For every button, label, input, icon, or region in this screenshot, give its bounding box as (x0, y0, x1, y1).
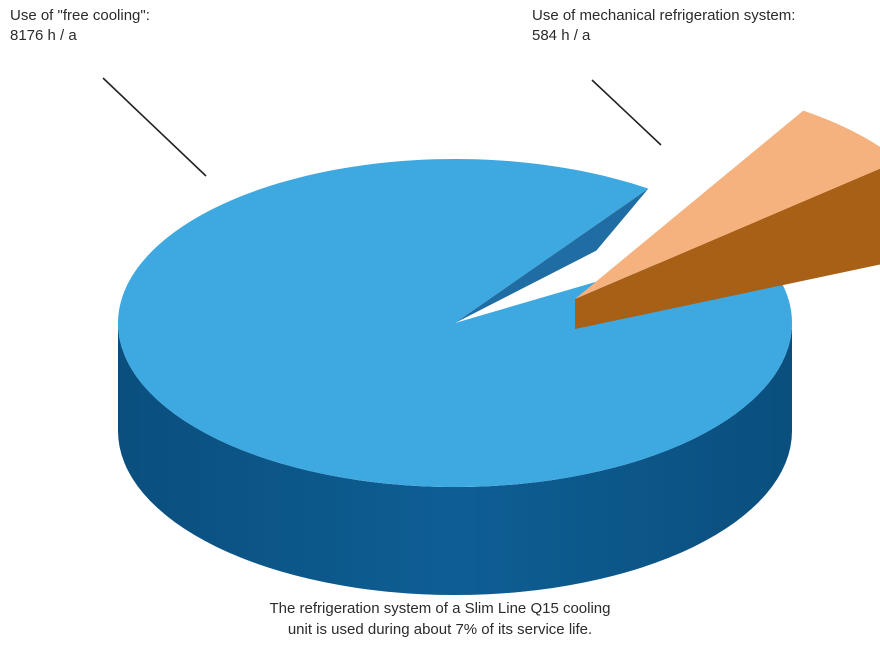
label-free-cooling: Use of "free cooling": 8176 h / a (10, 6, 150, 46)
chart-caption: The refrigeration system of a Slim Line … (0, 598, 880, 640)
leader-line-free-cooling (102, 77, 207, 177)
caption-line-1: The refrigeration system of a Slim Line … (269, 600, 611, 617)
pie-chart (102, 77, 880, 595)
mechanical-refrigeration-slice (575, 110, 880, 299)
label-free-cooling-value: 8176 h / a (10, 27, 77, 44)
free-cooling-slice (118, 159, 793, 488)
free-cooling-slice-side (118, 323, 792, 595)
label-mechanical-value: 584 h / a (532, 27, 591, 44)
leader-line-mechanical (591, 79, 662, 146)
label-free-cooling-title: Use of "free cooling": (10, 7, 150, 24)
free-cooling-slice-inner-face (455, 188, 649, 323)
mechanical-slice-side (575, 168, 880, 329)
label-mechanical-title: Use of mechanical refrigeration system: (532, 7, 796, 24)
caption-line-2: unit is used during about 7% of its serv… (287, 621, 593, 638)
label-mechanical-refrigeration: Use of mechanical refrigeration system: … (532, 6, 795, 46)
